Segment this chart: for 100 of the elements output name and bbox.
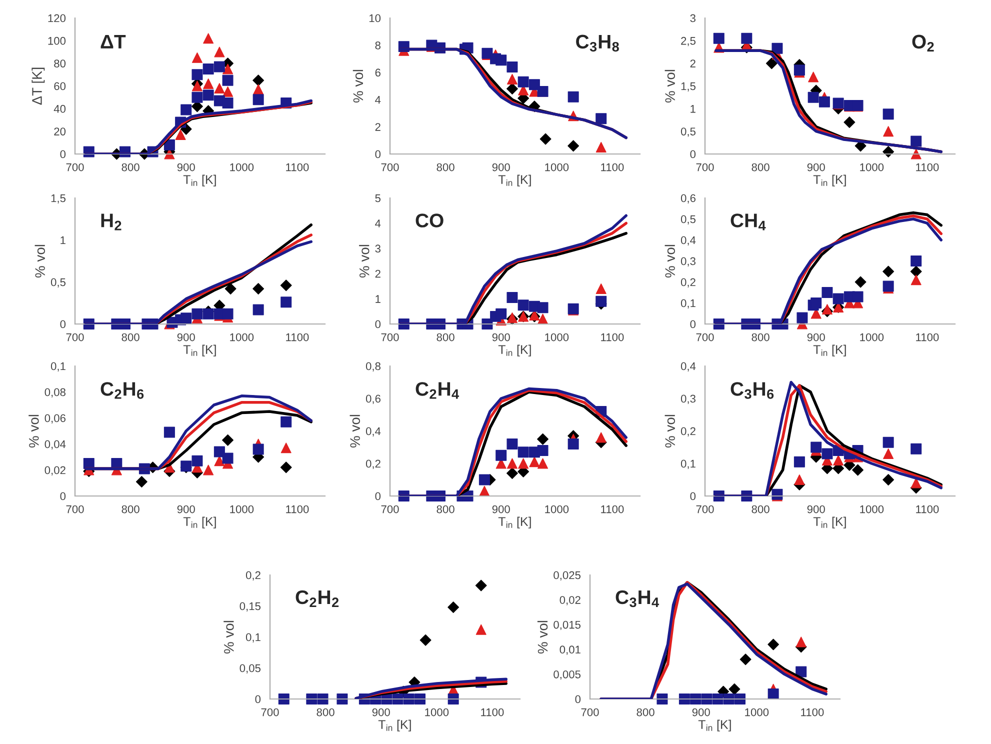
x-axis-title: T$_{in}$ [K] [183, 516, 216, 528]
x-axis-title: T$_{in}$ [K] [378, 720, 411, 732]
x-tick-label: 900 [177, 333, 195, 342]
y-tick-label: 0,08 [44, 388, 66, 398]
y-tick-label: 0,4 [680, 362, 696, 372]
text: H$_{2}$ [101, 214, 122, 230]
y-tick-label: 0,3 [680, 257, 696, 266]
y-axis-title: % vol [352, 70, 364, 102]
y-tick-label: 0 [375, 320, 381, 328]
x-tick-label: 700 [66, 333, 84, 342]
x-tick-label: 700 [696, 505, 714, 514]
x-tick-label: 900 [492, 505, 510, 514]
x-tick-label: 700 [381, 505, 399, 514]
y-tick-label: 0,015 [554, 620, 581, 630]
y-tick-label: 0 [255, 695, 261, 704]
y-axis-title: % vol [34, 244, 46, 278]
x-tick-label: 700 [381, 163, 399, 172]
x-tick-label: 700 [66, 163, 84, 172]
x-tick-label: 800 [436, 505, 454, 514]
y-tick-label: 0 [690, 492, 696, 500]
x-tick-label: 1100 [801, 708, 824, 716]
x-tick-label: 800 [752, 163, 770, 172]
y-tick-label: 0,5 [50, 278, 66, 288]
x-tick-label: 1000 [860, 333, 884, 342]
y-tick-label: 0 [60, 150, 66, 158]
text: C$_{2}$H$_{4}$ [416, 382, 460, 399]
text: CH$_{4}$ [730, 214, 766, 230]
y-tick-label: 80 [54, 60, 66, 68]
x-axis-title: T$_{in}$ [K] [183, 174, 216, 186]
y-tick-label: 0,15 [240, 602, 261, 612]
x-axis-title: T$_{in}$ [K] [813, 174, 846, 186]
x-tick-label: 700 [261, 708, 279, 716]
y-tick-label: 60 [54, 82, 66, 90]
y-tick-label: 0,4 [680, 236, 696, 246]
x-tick-label: 1100 [286, 333, 309, 342]
y-tick-label: 0,6 [680, 194, 696, 204]
text: O$_{2}$ [912, 34, 934, 52]
text: C$_{2}$H$_{6}$ [100, 382, 144, 399]
y-tick-label: 0 [575, 695, 581, 704]
y-tick-label: 3 [690, 14, 696, 22]
y-tick-label: 2 [375, 270, 380, 278]
y-tick-label: 1 [376, 295, 380, 303]
y-axis-title: % vol [537, 620, 548, 654]
y-tick-label: 2 [690, 60, 696, 68]
x-tick-label: 700 [381, 333, 399, 342]
x-tick-label: 800 [122, 163, 140, 172]
y-tick-label: 1 [60, 236, 66, 244]
x-tick-label: 1000 [860, 163, 884, 172]
x-axis-title: T$_{in}$ [K] [498, 174, 531, 186]
x-tick-label: 1100 [286, 163, 309, 172]
y-axis-title: % vol [28, 414, 39, 448]
y-tick-label: 0,1 [50, 362, 66, 372]
x-tick-label: 800 [436, 163, 454, 172]
y-axis-title: % vol [224, 620, 234, 654]
text: C$_{2}$H$_{2}$ [296, 590, 339, 608]
x-tick-label: 1100 [601, 505, 624, 514]
y-tick-label: 0,04 [44, 440, 66, 450]
x-tick-label: 800 [122, 333, 140, 342]
y-axis-title: ΔT [K] [32, 68, 45, 105]
text: CO [416, 214, 444, 228]
y-tick-label: 0 [690, 150, 696, 158]
text: C$_{3}$H$_{4}$ [616, 590, 660, 608]
y-tick-label: 6 [375, 68, 380, 77]
y-tick-label: 5 [375, 194, 381, 202]
y-tick-label: 0,2 [246, 571, 260, 580]
x-tick-label: 900 [177, 505, 195, 514]
x-tick-label: 1100 [916, 505, 939, 514]
y-tick-label: 120 [48, 14, 66, 22]
x-tick-label: 1000 [230, 505, 254, 514]
y-tick-label: 10 [369, 14, 381, 22]
x-tick-label: 1100 [916, 333, 939, 342]
y-axis-title: % vol [664, 70, 676, 102]
y-tick-label: 8 [375, 41, 380, 50]
y-tick-label: 0 [60, 492, 66, 500]
y-tick-label: 0,01 [560, 646, 580, 655]
y-tick-label: 1,5 [51, 194, 66, 204]
text: ΔT [100, 35, 126, 48]
x-tick-label: 700 [696, 333, 714, 342]
x-tick-label: 1100 [916, 163, 939, 172]
x-tick-label: 800 [752, 505, 770, 514]
x-tick-label: 900 [492, 333, 510, 342]
x-tick-label: 1000 [425, 708, 449, 716]
x-tick-label: 800 [436, 333, 454, 342]
x-tick-label: 1000 [860, 505, 884, 514]
y-tick-label: 100 [48, 36, 66, 45]
x-tick-label: 1000 [230, 163, 254, 172]
y-axis-title: % vol [664, 244, 676, 278]
x-tick-label: 900 [492, 163, 510, 172]
x-tick-label: 700 [581, 708, 599, 716]
x-tick-label: 1000 [545, 505, 569, 514]
y-axis-title: % vol [664, 414, 676, 448]
x-tick-label: 700 [696, 163, 714, 172]
y-tick-label: 4 [375, 220, 381, 228]
y-axis-title: % vol [359, 244, 370, 278]
y-tick-label: 0,1 [680, 460, 696, 469]
x-axis-title: T$_{in}$ [K] [498, 344, 531, 356]
y-tick-label: 0,1 [246, 633, 260, 642]
y-tick-label: 0,5 [680, 215, 696, 224]
x-tick-label: 900 [177, 163, 195, 172]
x-axis-title: T$_{in}$ [K] [498, 516, 531, 528]
